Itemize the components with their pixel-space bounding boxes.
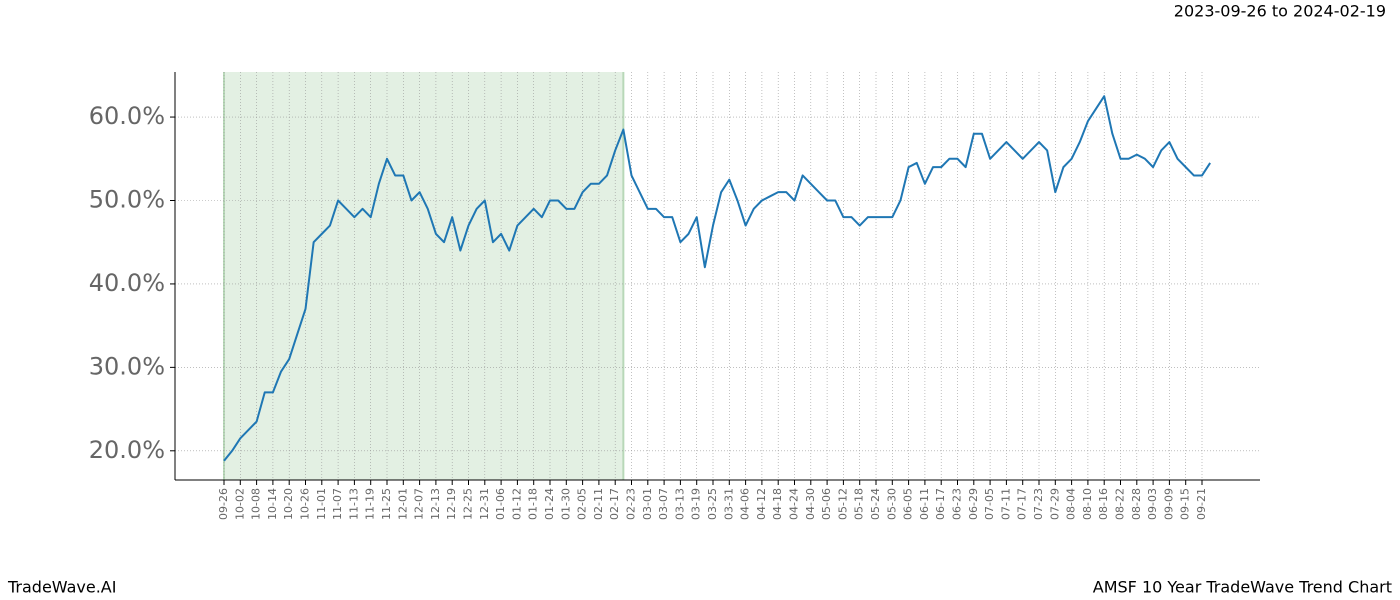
x-tick-label: 01-18 xyxy=(527,488,540,520)
x-tick-label: 03-13 xyxy=(673,488,686,520)
x-tick-label: 05-24 xyxy=(869,488,882,520)
y-tick-label: 30.0% xyxy=(89,352,165,380)
x-tick-label: 08-28 xyxy=(1130,488,1143,520)
x-tick-label: 10-26 xyxy=(299,488,312,520)
x-tick-label: 06-17 xyxy=(934,488,947,520)
x-tick-label: 12-07 xyxy=(413,488,426,520)
x-tick-label: 07-11 xyxy=(999,488,1012,520)
x-tick-label: 01-06 xyxy=(494,488,507,520)
x-tick-label: 12-31 xyxy=(478,488,491,520)
y-tick-label: 60.0% xyxy=(89,102,165,130)
x-tick-label: 08-10 xyxy=(1081,488,1094,520)
x-tick-label: 10-02 xyxy=(233,488,246,520)
x-tick-label: 02-23 xyxy=(625,488,638,520)
x-tick-label: 07-05 xyxy=(983,488,996,520)
chart-title: AMSF 10 Year TradeWave Trend Chart xyxy=(1093,578,1392,597)
x-tick-label: 11-13 xyxy=(347,488,360,520)
x-tick-label: 06-11 xyxy=(918,488,931,520)
y-tick-label: 40.0% xyxy=(89,269,165,297)
x-tick-label: 09-21 xyxy=(1195,488,1208,520)
x-tick-label: 10-14 xyxy=(266,488,279,520)
x-tick-label: 07-17 xyxy=(1016,488,1029,520)
x-tick-label: 04-18 xyxy=(771,488,784,520)
x-tick-label: 12-01 xyxy=(396,488,409,520)
x-tick-label: 09-26 xyxy=(217,488,230,520)
x-tick-label: 04-30 xyxy=(804,488,817,520)
x-tick-label: 06-23 xyxy=(951,488,964,520)
x-tick-label: 07-23 xyxy=(1032,488,1045,520)
y-tick-label: 50.0% xyxy=(89,185,165,213)
x-tick-label: 02-17 xyxy=(608,488,621,520)
trend-line xyxy=(223,95,1211,462)
date-range: 2023-09-26 to 2024-02-19 xyxy=(1174,2,1386,21)
x-tick-label: 10-20 xyxy=(282,488,295,520)
x-tick-label: 05-18 xyxy=(853,488,866,520)
brand: TradeWave.AI xyxy=(7,578,116,597)
x-tick-label: 08-16 xyxy=(1097,488,1110,520)
x-tick-label: 05-06 xyxy=(820,488,833,520)
x-tick-label: 11-19 xyxy=(364,488,377,520)
x-tick-label: 11-25 xyxy=(380,488,393,520)
x-tick-label: 05-12 xyxy=(836,488,849,520)
x-tick-label: 12-25 xyxy=(462,488,475,520)
x-tick-label: 01-12 xyxy=(510,488,523,520)
x-tick-label: 01-24 xyxy=(543,488,556,520)
highlight-region xyxy=(224,72,624,480)
x-tick-label: 03-31 xyxy=(722,488,735,520)
x-tick-label: 09-15 xyxy=(1179,488,1192,520)
x-tick-label: 12-13 xyxy=(429,488,442,520)
x-tick-label: 03-01 xyxy=(641,488,654,520)
x-tick-label: 12-19 xyxy=(445,488,458,520)
x-tick-label: 08-22 xyxy=(1114,488,1127,520)
x-tick-label: 04-12 xyxy=(755,488,768,520)
x-tick-label: 04-06 xyxy=(739,488,752,520)
x-tick-label: 07-29 xyxy=(1048,488,1061,520)
x-tick-label: 03-25 xyxy=(706,488,719,520)
x-tick-label: 10-08 xyxy=(250,488,263,520)
x-tick-label: 02-05 xyxy=(576,488,589,520)
x-tick-label: 09-03 xyxy=(1146,488,1159,520)
x-tick-label: 09-09 xyxy=(1162,488,1175,520)
x-tick-label: 03-19 xyxy=(690,488,703,520)
x-tick-label: 06-05 xyxy=(902,488,915,520)
y-tick-label: 20.0% xyxy=(89,436,165,464)
x-tick-label: 04-24 xyxy=(788,488,801,520)
x-tick-label: 11-07 xyxy=(331,488,344,520)
x-tick-label: 03-07 xyxy=(657,488,670,520)
x-tick-label: 01-30 xyxy=(559,488,572,520)
x-tick-label: 06-29 xyxy=(967,488,980,520)
x-tick-label: 11-01 xyxy=(315,488,328,520)
x-tick-label: 08-04 xyxy=(1065,488,1078,520)
x-tick-label: 05-30 xyxy=(885,488,898,520)
x-tick-label: 02-11 xyxy=(592,488,605,520)
